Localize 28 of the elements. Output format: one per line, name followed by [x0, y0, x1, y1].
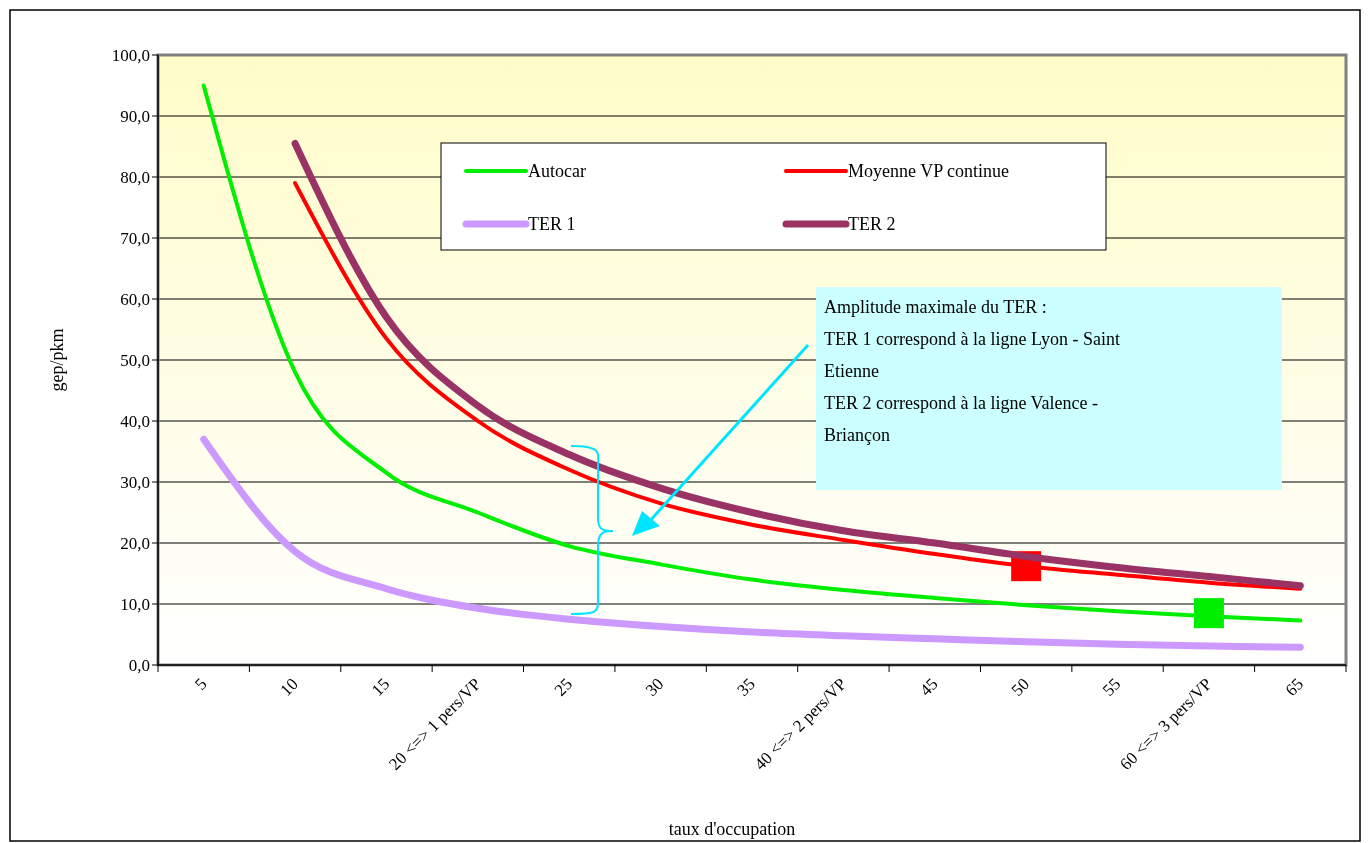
- legend-label: TER 2: [848, 214, 896, 235]
- y-tick-label: 100,0: [111, 45, 150, 65]
- x-tick-label: 55: [1098, 674, 1125, 700]
- legend-label: Autocar: [528, 161, 586, 182]
- y-axis-title: gep/pkm: [47, 328, 67, 392]
- y-tick-label: 80,0: [120, 167, 150, 187]
- x-axis-title: taux d'occupation: [668, 819, 796, 839]
- x-tick-label: 30: [641, 674, 668, 700]
- x-tick-label: 45: [916, 674, 942, 700]
- x-tick-label: 5: [191, 674, 211, 694]
- y-tick-label: 0,0: [128, 655, 150, 675]
- y-tick-label: 50,0: [120, 350, 150, 370]
- x-tick-label: 10: [276, 674, 302, 700]
- x-tick-label: 35: [733, 674, 759, 700]
- y-tick-label: 60,0: [120, 289, 150, 309]
- x-tick-label: 15: [367, 674, 394, 700]
- annotation: Amplitude maximale du TER : TER 1 correspond à la ligne Lyon - Saint Etienne TER 2 correspond à la ligne Valence - Briançon: [824, 297, 1120, 445]
- y-tick-label: 90,0: [120, 106, 150, 126]
- y-tick-label: 40,0: [120, 411, 150, 431]
- x-tick-label: 25: [550, 674, 577, 700]
- x-tick-label: 50: [1007, 674, 1033, 700]
- x-tick-label: 65: [1281, 674, 1308, 700]
- y-tick-label: 10,0: [120, 594, 150, 614]
- y-tick-label: 30,0: [120, 472, 150, 492]
- legend-label: TER 1: [528, 214, 576, 235]
- y-tick-label: 20,0: [120, 533, 150, 553]
- legend-label: Moyenne VP continue: [848, 161, 1009, 182]
- y-tick-label: 70,0: [120, 228, 150, 248]
